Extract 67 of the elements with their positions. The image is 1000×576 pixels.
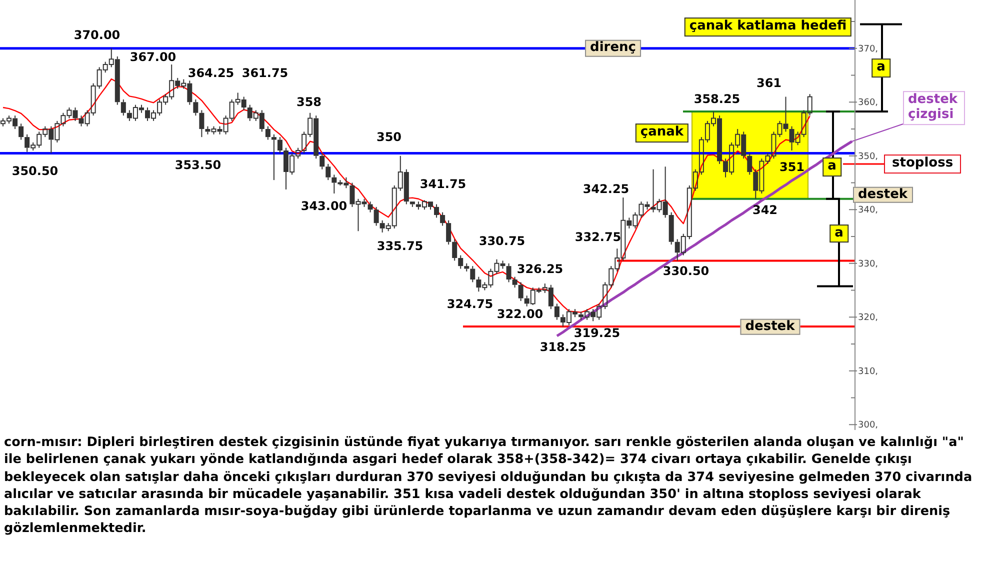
candlestick <box>326 163 331 181</box>
annotation: 367.00 <box>130 50 176 65</box>
annotation: 322.00 <box>496 307 544 322</box>
candlestick <box>374 206 379 226</box>
y-tick-label: 300, <box>858 420 878 431</box>
annotation: 350.50 <box>12 164 58 180</box>
annotation: 324.75 <box>446 297 494 312</box>
candlestick <box>554 303 560 320</box>
y-tick-label: 330, <box>858 259 878 270</box>
annotation: 361 <box>756 76 782 91</box>
candlestick <box>470 266 476 283</box>
annotation: 364.25 <box>188 66 234 81</box>
annotation: 330.75 <box>478 234 526 250</box>
annotation: a <box>830 224 848 244</box>
y-tick-label: 310, <box>858 366 878 377</box>
candlestick <box>271 134 276 181</box>
annotation: 343.00 <box>300 199 348 214</box>
candlestick <box>512 276 518 288</box>
y-tick-label: 370, <box>858 44 878 54</box>
text: destek çizgisi <box>903 91 965 125</box>
annotation: 358.25 <box>694 92 740 106</box>
candlestick <box>265 126 270 140</box>
ref-line-label: destek <box>853 186 913 204</box>
y-tick-label: 340, <box>858 206 878 216</box>
text: corn-mısır: Dipleri birleştiren destek çizgisinin üstünde fiyat yukarıya tırmanıyor. sarı renkle gösterilen alanda oluşan ve kalınlığı "a" ile belirlenen çanak yukarı yönde katlandığında asgari hedef olarak 358+(358-342)= 374 civarı ortaya çıkabilir. Genelde çıkışı bekleyecek olan satışlar daha önceki çıkışları durduran 370 seviyesi olduğundan bu çıkışta da 374 seviyesine gelmeden 370 civarında alıcılar ve satıcılar arasında bir mücadele yaşanabilir. 351 kısa vadeli destek olduğundan 350' in altına stoploss seviyesi olarak bakılabilir. Son zamanlarda mısır-soya-buğday gibi ürünlerde toparlanma ve uzun zamandır devam eden düşüşlere karşı bir direniş gözlemlenmektedir. <box>4 434 974 538</box>
candlestick <box>464 262 470 272</box>
annotation: 330.50 <box>662 264 710 279</box>
candlestick <box>668 212 674 246</box>
candlestick <box>452 238 458 262</box>
annotation: 358 <box>296 94 322 110</box>
band-label: çanak <box>635 124 689 143</box>
candlestick <box>446 220 452 246</box>
candlestick <box>368 201 373 213</box>
candlestick <box>440 212 446 226</box>
candlestick <box>506 262 512 283</box>
ref-line-label: direnç <box>585 40 641 57</box>
y-tick-label: 320, <box>858 313 878 324</box>
candlestick <box>458 254 464 270</box>
annotation: 361.75 <box>242 66 288 81</box>
annotation: 370.00 <box>74 28 120 44</box>
text: a <box>872 58 890 78</box>
annotation: 342.25 <box>582 182 630 196</box>
y-tick-label: 360, <box>858 98 878 108</box>
annotation: 335.75 <box>376 239 424 254</box>
y-tick-label: 350, <box>858 152 878 162</box>
annotation: 326.25 <box>516 262 564 276</box>
annotation: 341.75 <box>420 177 466 192</box>
candlestick <box>120 98 126 116</box>
annotation: 350 <box>376 130 402 145</box>
annotation: çanak katlama hedefi <box>684 18 852 36</box>
annotation: 351 <box>779 160 805 174</box>
candlestick <box>193 98 198 116</box>
annotation: 332.75 <box>574 230 622 245</box>
candlestick <box>18 123 24 140</box>
annotation: 353.50 <box>174 158 222 173</box>
ref-line-label: stoploss <box>884 154 962 174</box>
ref-line-label: destek <box>740 318 800 335</box>
annotation: 319.25 <box>574 326 620 342</box>
annotation: a <box>822 158 842 177</box>
annotation: 342 <box>752 202 778 218</box>
candlestick <box>518 282 524 302</box>
candlestick <box>277 136 282 154</box>
candlestick <box>320 152 325 170</box>
annotation: 318.25 <box>540 340 586 354</box>
candlestick <box>434 204 440 218</box>
candlestick <box>199 110 204 138</box>
candlestick <box>747 152 752 176</box>
